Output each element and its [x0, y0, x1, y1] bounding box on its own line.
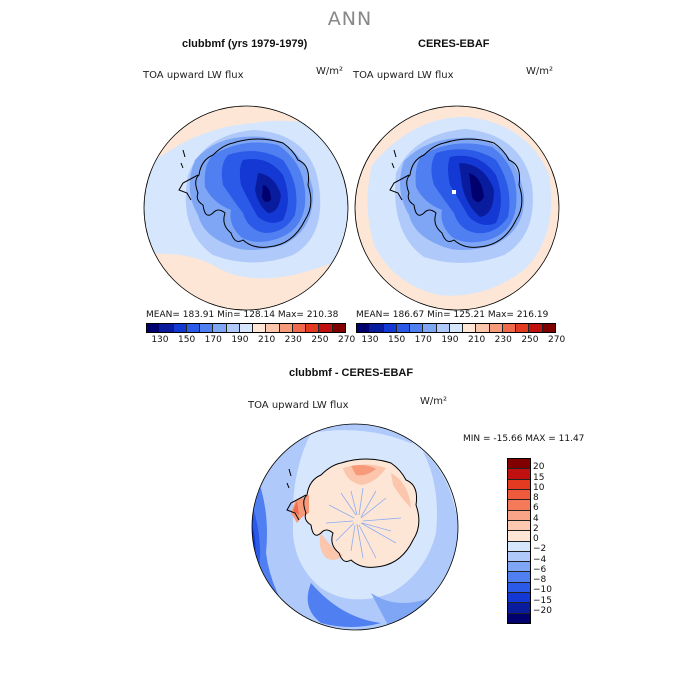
colorbar-swatch: [508, 479, 530, 490]
colorbar-swatch: [508, 469, 530, 480]
colorbar-swatch: [147, 324, 161, 332]
panel1-colorbar-labels: 130 150 170 190 210 230 250 270: [146, 335, 355, 347]
colorbar-swatch: [383, 324, 397, 332]
colorbar-tick-label: −10: [533, 585, 552, 596]
panel3-title: clubbmf - CERES-EBAF: [289, 367, 414, 379]
colorbar-swatch: [410, 324, 424, 332]
panel2-units-label: W/m²: [526, 66, 554, 77]
panel1-variable-label: TOA upward LW flux: [143, 70, 244, 81]
panel3-units-label: W/m²: [420, 396, 448, 407]
colorbar-tick-label: 250: [521, 335, 539, 345]
colorbar-swatch: [508, 541, 530, 552]
colorbar-tick-label: 170: [414, 335, 432, 345]
colorbar-tick-label: 230: [494, 335, 512, 345]
colorbar-tick-label: 8: [533, 493, 539, 503]
colorbar-tick-label: 2: [533, 523, 539, 534]
colorbar-tick-label: 210: [258, 335, 276, 345]
colorbar-tick-label: 190: [231, 335, 249, 345]
colorbar-tick-label: 170: [204, 335, 222, 345]
colorbar-swatch: [306, 324, 320, 332]
colorbar-tick-label: 150: [388, 335, 406, 345]
colorbar-swatch: [173, 324, 187, 332]
colorbar-swatch: [239, 324, 254, 332]
colorbar-swatch: [266, 324, 280, 332]
colorbar-swatch: [508, 572, 530, 583]
panel1-stats: MEAN= 183.91 Min= 128.14 Max= 210.38: [146, 310, 339, 320]
colorbar-swatch: [508, 510, 530, 521]
colorbar-tick-label: 10: [533, 482, 545, 493]
colorbar-swatch: [508, 603, 530, 614]
colorbar-swatch: [396, 324, 411, 332]
colorbar-swatch: [476, 324, 490, 332]
panel2-colorbar-labels: 130 150 170 190 210 230 250 270: [356, 335, 565, 347]
colorbar-swatch: [463, 324, 477, 332]
panel3-variable-label: TOA upward LW flux: [248, 400, 349, 411]
colorbar-tick-label: −20: [533, 605, 552, 616]
colorbar-tick-label: −6: [533, 564, 547, 575]
colorbar-swatch: [508, 582, 530, 594]
colorbar-swatch: [253, 324, 267, 332]
colorbar-swatch: [508, 551, 530, 563]
colorbar-swatch: [529, 324, 543, 332]
colorbar-swatch: [357, 324, 371, 332]
colorbar-swatch: [213, 324, 227, 332]
colorbar-swatch: [319, 324, 333, 332]
colorbar-tick-label: 230: [284, 335, 302, 345]
colorbar-tick-label: 15: [533, 472, 545, 483]
colorbar-tick-label: 190: [441, 335, 459, 345]
colorbar-tick-label: 270: [338, 335, 356, 345]
colorbar-swatch: [489, 324, 503, 332]
colorbar-tick-label: 210: [468, 335, 486, 345]
panel2-colorbar: [356, 323, 556, 333]
colorbar-swatch: [508, 500, 530, 511]
colorbar-tick-label: −15: [533, 595, 552, 606]
colorbar-swatch: [332, 324, 345, 332]
colorbar-swatch: [502, 324, 517, 332]
colorbar-tick-label: −8: [533, 575, 547, 585]
figure-title: ANN: [327, 8, 373, 30]
colorbar-swatch: [423, 324, 437, 332]
colorbar-tick-label: 130: [361, 335, 379, 345]
colorbar-swatch: [516, 324, 530, 332]
colorbar-tick-label: 6: [533, 503, 539, 514]
colorbar-swatch: [508, 593, 530, 604]
panel3-colorbar: [507, 458, 531, 624]
colorbar-tick-label: −4: [533, 554, 547, 565]
colorbar-tick-label: 0: [533, 534, 539, 544]
colorbar-swatch: [186, 324, 201, 332]
colorbar-swatch: [370, 324, 384, 332]
colorbar-tick-label: 270: [548, 335, 566, 345]
panel3-polar-map: [251, 423, 459, 631]
colorbar-swatch: [226, 324, 240, 332]
colorbar-swatch: [160, 324, 174, 332]
colorbar-tick-label: 250: [311, 335, 329, 345]
colorbar-swatch: [508, 562, 530, 573]
colorbar-tick-label: 130: [151, 335, 169, 345]
colorbar-swatch: [508, 531, 530, 542]
colorbar-swatch: [279, 324, 293, 332]
colorbar-tick-label: 150: [178, 335, 196, 345]
panel2-title: CERES-EBAF: [418, 38, 490, 50]
colorbar-swatch: [508, 459, 530, 470]
colorbar-swatch: [200, 324, 214, 332]
colorbar-swatch: [508, 613, 530, 623]
panel1-polar-map: [143, 105, 349, 311]
panel1-colorbar: [146, 323, 346, 333]
colorbar-swatch: [449, 324, 464, 332]
colorbar-swatch: [508, 520, 530, 532]
colorbar-swatch: [542, 324, 555, 332]
colorbar-swatch: [292, 324, 307, 332]
panel3-stats: MIN = -15.66 MAX = 11.47: [463, 434, 585, 444]
panel2-polar-map: [354, 105, 560, 311]
panel1-title: clubbmf (yrs 1979-1979): [182, 38, 308, 50]
colorbar-swatch: [436, 324, 450, 332]
panel1-units-label: W/m²: [316, 66, 344, 77]
colorbar-tick-label: 4: [533, 513, 539, 524]
colorbar-tick-label: 20: [533, 462, 545, 473]
colorbar-swatch: [508, 489, 530, 501]
panel2-variable-label: TOA upward LW flux: [353, 70, 454, 81]
colorbar-tick-label: −2: [533, 544, 547, 555]
panel3-colorbar-labels: 20 15 10 8 6 4 2 0 −2 −4 −6 −8 −10 −15 −20: [533, 458, 573, 622]
panel2-stats: MEAN= 186.67 Min= 125.21 Max= 216.19: [356, 310, 549, 320]
